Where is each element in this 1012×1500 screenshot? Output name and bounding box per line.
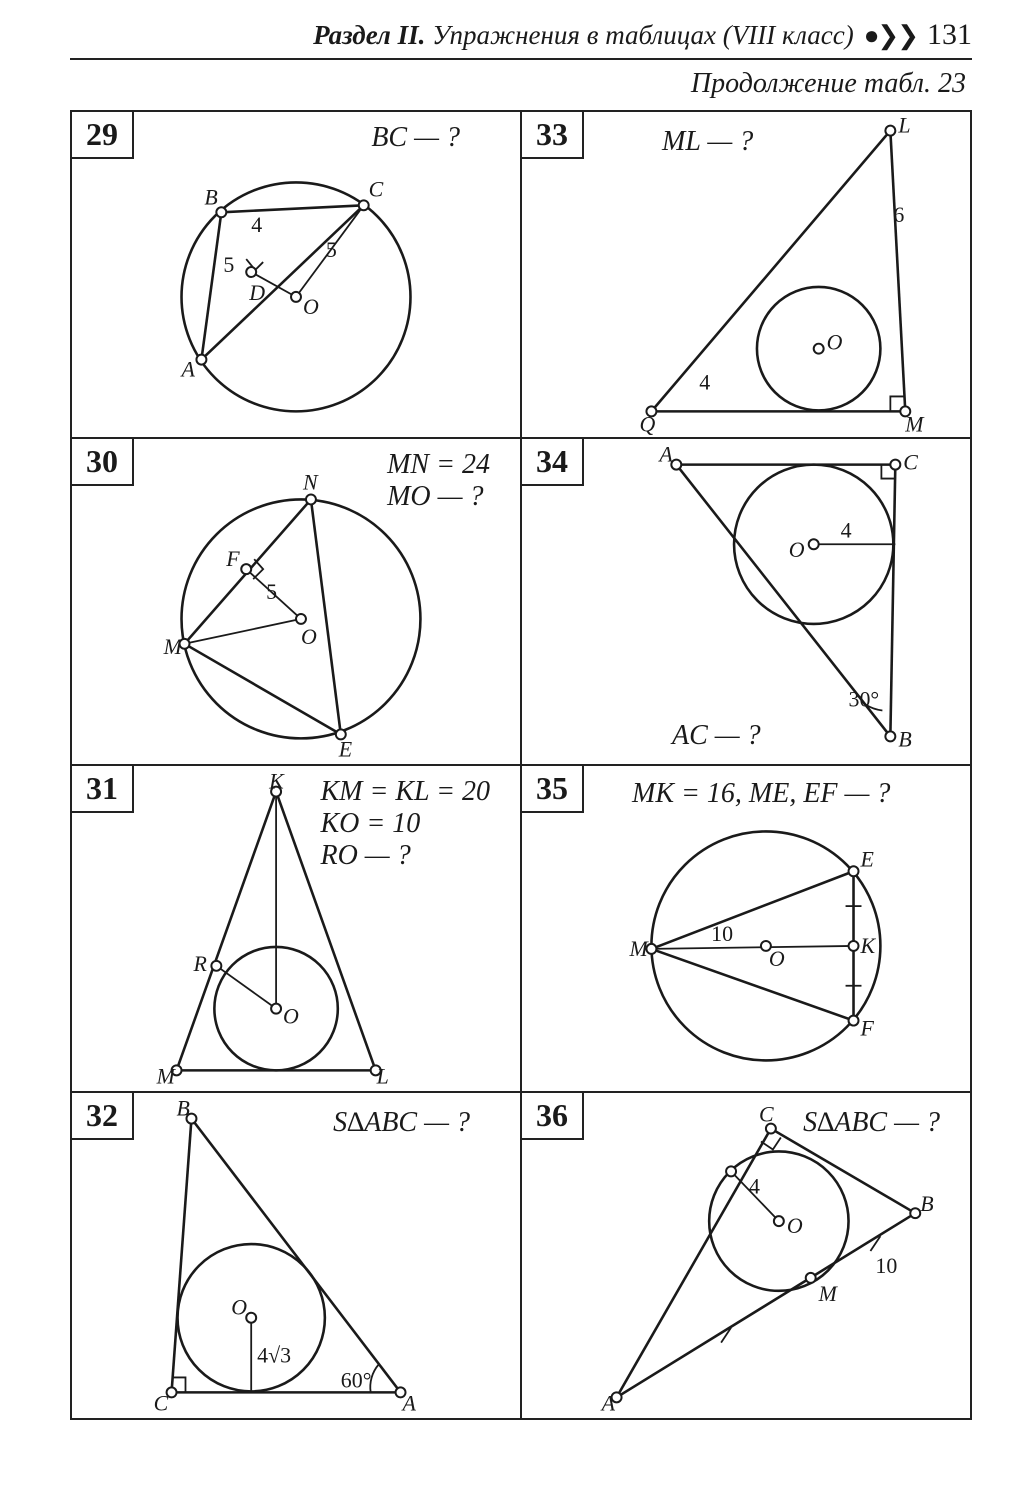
grid-row: 30 MN = 24 MO — ? M N: [72, 439, 970, 766]
svg-text:R: R: [192, 951, 207, 976]
cell-number: 34: [522, 439, 584, 486]
svg-text:M: M: [156, 1063, 177, 1088]
cell-34: 34 AC — ? A C B O: [522, 439, 970, 766]
svg-text:5: 5: [326, 237, 337, 262]
problem-question: MN = 24 MO — ?: [387, 449, 490, 513]
cell-36: 36 S∆ABC — ?: [522, 1093, 970, 1418]
svg-text:B: B: [920, 1191, 933, 1216]
cell-number: 29: [72, 112, 134, 159]
problem-grid: 29 BC — ? A: [70, 110, 972, 1420]
cell-29: 29 BC — ? A: [72, 112, 522, 439]
svg-text:A: A: [180, 357, 196, 382]
svg-text:4√3: 4√3: [257, 1343, 291, 1368]
header-text: Раздел II. Упражнения в таблицах (VIII к…: [313, 20, 854, 51]
diagram-29: A B C D O 5 4 5: [72, 112, 520, 437]
svg-text:Q: Q: [639, 411, 655, 436]
section-label: Раздел II.: [313, 20, 425, 50]
cell-30: 30 MN = 24 MO — ? M N: [72, 439, 522, 766]
problem-question: KM = KL = 20 KO = 10 RO — ?: [320, 776, 490, 873]
problem-question: ML — ?: [662, 126, 753, 158]
cell-33: 33 ML — ? L Q M O 6: [522, 112, 970, 439]
svg-text:10: 10: [711, 921, 733, 946]
svg-text:D: D: [248, 280, 265, 305]
header-marker: ●❯❯: [864, 21, 917, 51]
diagram-33: L Q M O 6 4: [522, 112, 970, 437]
page-header: Раздел II. Упражнения в таблицах (VIII к…: [70, 18, 972, 60]
problem-question: BC — ?: [371, 122, 460, 154]
svg-text:A: A: [657, 442, 673, 467]
diagram-35: M E F K O 10: [522, 766, 970, 1091]
svg-text:M: M: [904, 411, 925, 436]
svg-text:N: N: [302, 470, 319, 495]
svg-text:A: A: [600, 1390, 616, 1415]
svg-text:30°: 30°: [849, 687, 880, 712]
svg-text:O: O: [769, 946, 785, 971]
svg-text:O: O: [827, 330, 843, 355]
grid-row: 29 BC — ? A: [72, 112, 970, 439]
cell-number: 33: [522, 112, 584, 159]
page: Раздел II. Упражнения в таблицах (VIII к…: [0, 0, 1012, 1500]
svg-text:4: 4: [749, 1173, 760, 1198]
svg-text:B: B: [204, 184, 217, 209]
cell-35: 35 MK = 16, ME, EF — ? M: [522, 766, 970, 1093]
diagram-34: A C B O 4 30°: [522, 439, 970, 764]
svg-text:F: F: [225, 546, 240, 571]
svg-text:O: O: [283, 1004, 299, 1029]
cell-number: 31: [72, 766, 134, 813]
cell-number: 32: [72, 1093, 134, 1140]
cell-31: 31 KM = KL = 20 KO = 10 RO — ? K M: [72, 766, 522, 1093]
svg-text:B: B: [177, 1096, 190, 1121]
svg-text:E: E: [338, 736, 353, 761]
grid-row: 31 KM = KL = 20 KO = 10 RO — ? K M: [72, 766, 970, 1093]
svg-text:E: E: [859, 846, 874, 871]
cell-number: 35: [522, 766, 584, 813]
cell-number: 36: [522, 1093, 584, 1140]
diagram-36: A B C M O 4 10: [522, 1093, 970, 1418]
section-subtitle: Упражнения в таблицах (VIII класс): [432, 20, 854, 50]
table-continuation: Продолжение табл. 23: [70, 68, 966, 100]
svg-text:O: O: [301, 624, 317, 649]
svg-text:5: 5: [223, 252, 234, 277]
svg-text:F: F: [859, 1016, 874, 1041]
svg-text:L: L: [376, 1063, 389, 1088]
grid-row: 32 S∆ABC — ? B C A O: [72, 1093, 970, 1418]
svg-text:C: C: [369, 176, 384, 201]
page-number: 131: [927, 18, 972, 52]
svg-text:A: A: [401, 1390, 417, 1415]
svg-text:5: 5: [266, 579, 277, 604]
svg-text:C: C: [154, 1390, 169, 1415]
cell-number: 30: [72, 439, 134, 486]
svg-text:C: C: [903, 450, 918, 475]
svg-text:6: 6: [893, 202, 904, 227]
svg-text:C: C: [759, 1102, 774, 1127]
svg-text:4: 4: [251, 212, 262, 237]
svg-text:O: O: [303, 294, 319, 319]
svg-text:60°: 60°: [341, 1367, 372, 1392]
problem-question: AC — ?: [672, 720, 761, 752]
svg-text:K: K: [859, 933, 876, 958]
cell-32: 32 S∆ABC — ? B C A O: [72, 1093, 522, 1418]
svg-text:O: O: [789, 537, 805, 562]
svg-text:M: M: [818, 1281, 839, 1306]
diagram-32: B C A O 60° 4√3: [72, 1093, 520, 1418]
svg-text:K: K: [268, 769, 285, 794]
svg-text:O: O: [787, 1213, 803, 1238]
svg-text:M: M: [163, 634, 184, 659]
svg-text:10: 10: [875, 1253, 897, 1278]
svg-text:M: M: [629, 936, 650, 961]
svg-text:B: B: [898, 726, 911, 751]
svg-text:4: 4: [841, 517, 852, 542]
problem-question: S∆ABC — ?: [333, 1107, 470, 1139]
svg-text:L: L: [897, 113, 910, 138]
problem-question: MK = 16, ME, EF — ?: [632, 778, 890, 810]
svg-text:4: 4: [699, 369, 710, 394]
svg-text:O: O: [231, 1295, 247, 1320]
problem-question: S∆ABC — ?: [803, 1107, 940, 1139]
